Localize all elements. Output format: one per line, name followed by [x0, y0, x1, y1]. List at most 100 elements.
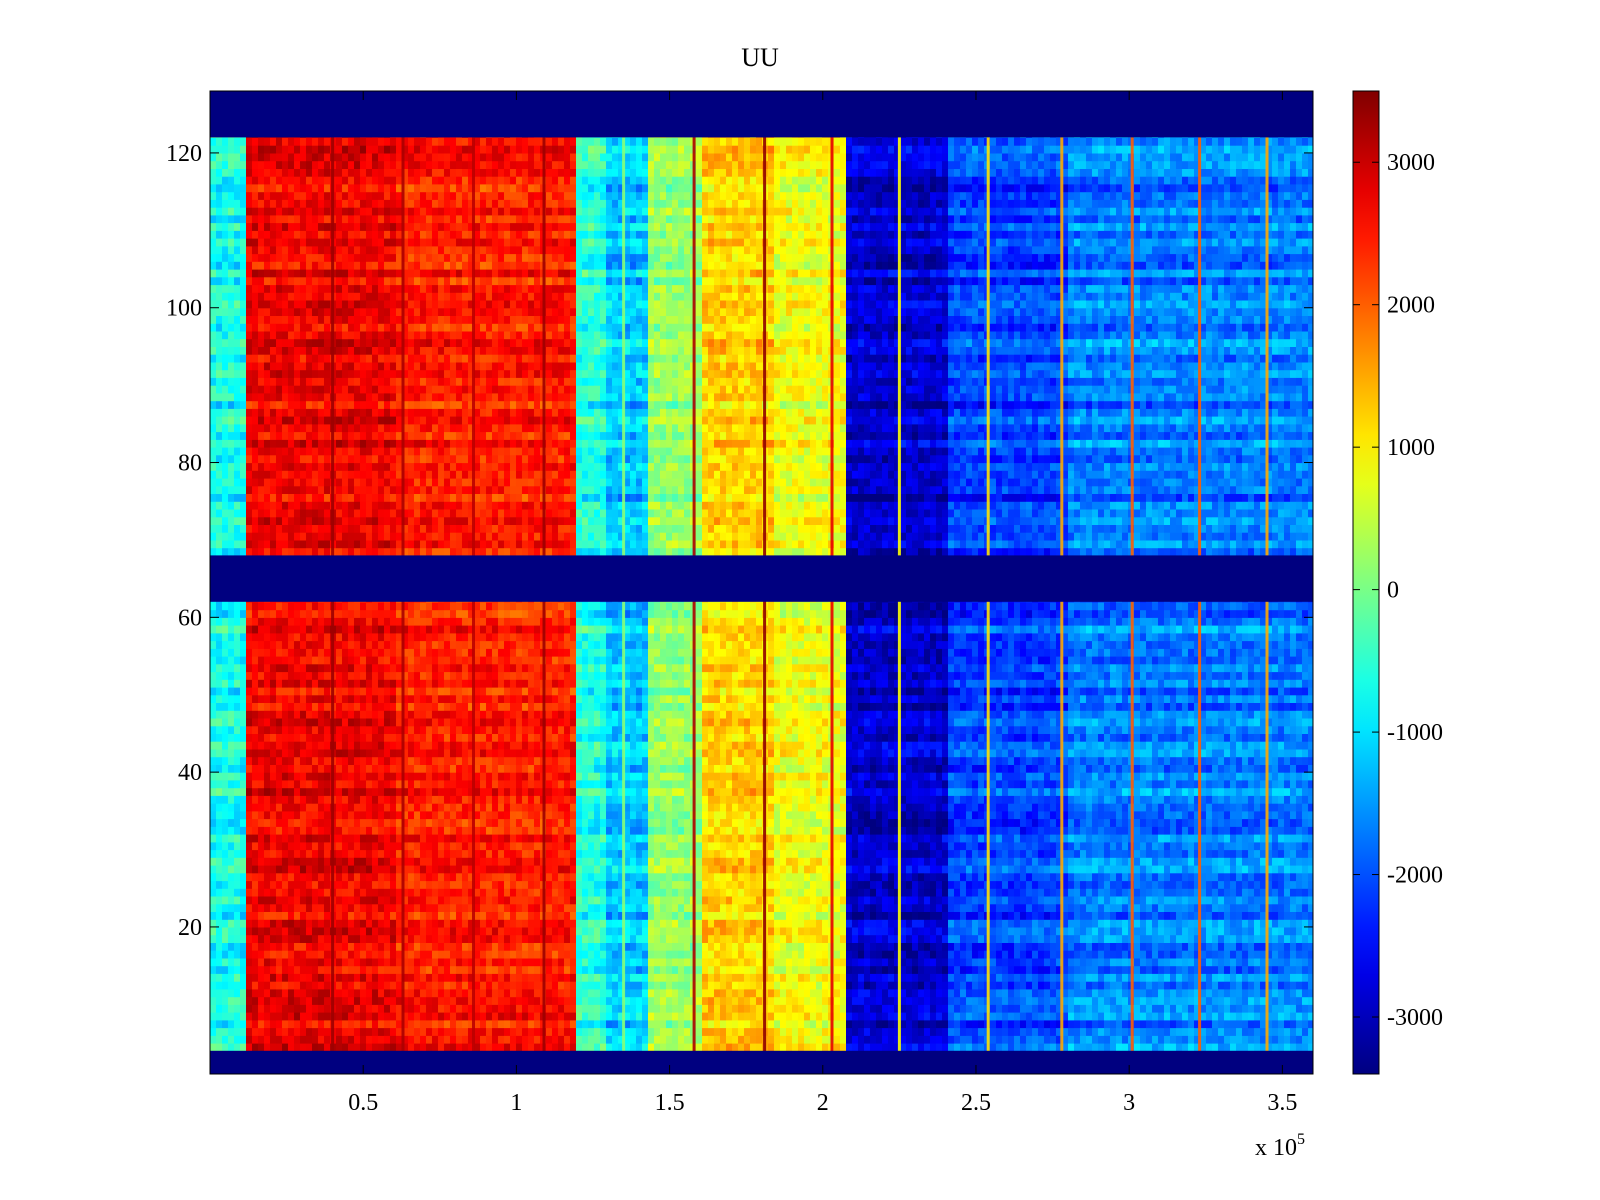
heatmap-cell	[432, 609, 439, 618]
heatmap-cell	[420, 888, 427, 897]
heatmap-cell	[306, 400, 313, 409]
heatmap-cell	[378, 865, 385, 874]
heatmap-cell	[264, 694, 271, 703]
heatmap-cell	[384, 911, 391, 920]
heatmap-cell	[306, 238, 313, 247]
heatmap-cell	[432, 1035, 439, 1044]
heatmap-cell	[246, 191, 253, 200]
heatmap-cell	[216, 292, 223, 301]
heatmap-cell	[288, 872, 295, 882]
heatmap-cell	[300, 718, 307, 727]
heatmap-cell	[366, 253, 373, 262]
heatmap-cell	[276, 145, 283, 154]
heatmap-cell	[276, 214, 283, 224]
heatmap-cell	[234, 145, 241, 154]
heatmap-cell	[258, 501, 265, 510]
heatmap-cell	[294, 756, 301, 765]
heatmap-cell	[252, 841, 259, 851]
heatmap-cell	[258, 764, 265, 773]
heatmap-cell	[378, 509, 385, 518]
heatmap-cell	[264, 988, 271, 998]
heatmap-cell	[378, 361, 385, 371]
heatmap-cell	[234, 872, 241, 882]
heatmap-cell	[252, 741, 259, 750]
heatmap-cell	[282, 385, 289, 394]
heatmap-cell	[306, 1043, 313, 1052]
heatmap-cell	[432, 996, 439, 1005]
heatmap-cell	[348, 478, 355, 487]
heatmap-cell	[342, 787, 349, 796]
heatmap-cell	[294, 625, 301, 634]
heatmap-cell	[342, 478, 349, 487]
heatmap-cell	[426, 400, 433, 409]
heatmap-cell	[360, 609, 367, 618]
heatmap-cell	[408, 485, 415, 494]
heatmap-cell	[264, 663, 271, 673]
heatmap-cell	[432, 625, 439, 634]
heatmap-cell	[396, 725, 403, 734]
heatmap-cell	[240, 176, 247, 185]
heatmap-cell	[222, 539, 229, 549]
heatmap-cell	[390, 679, 397, 688]
heatmap-cell	[414, 841, 421, 851]
heatmap-cell	[324, 865, 331, 874]
heatmap-cell	[390, 810, 397, 820]
heatmap-cell	[234, 539, 241, 549]
heatmap-cell	[216, 1043, 223, 1052]
heatmap-cell	[432, 957, 439, 967]
heatmap-cell	[210, 532, 217, 541]
heatmap-cell	[420, 493, 427, 502]
heatmap-cell	[336, 207, 343, 216]
heatmap-cell	[372, 447, 379, 456]
heatmap-cell	[294, 276, 301, 286]
heatmap-cell	[342, 230, 349, 239]
heatmap-cell	[318, 748, 325, 758]
heatmap-cell	[420, 934, 427, 943]
heatmap-cell	[408, 756, 415, 765]
heatmap-cell	[414, 284, 421, 293]
heatmap-cell	[348, 988, 355, 998]
heatmap-cell	[306, 834, 313, 843]
heatmap-cell	[426, 1035, 433, 1044]
heatmap-cell	[306, 957, 313, 967]
heatmap-cell	[396, 872, 403, 882]
heatmap-cell	[348, 385, 355, 394]
heatmap-cell	[306, 547, 313, 556]
heatmap-cell	[276, 632, 283, 642]
heatmap-cell	[378, 439, 385, 448]
heatmap-cell	[306, 926, 313, 936]
heatmap-cell	[324, 981, 331, 990]
heatmap-cell	[300, 988, 307, 998]
heatmap-cell	[264, 346, 271, 355]
heatmap-cell	[408, 315, 415, 324]
heatmap-cell	[306, 292, 313, 301]
heatmap-cell	[438, 470, 445, 479]
heatmap-cell	[288, 207, 295, 216]
heatmap-cell	[360, 741, 367, 750]
heatmap-cell	[378, 214, 385, 224]
heatmap-cell	[288, 509, 295, 518]
heatmap-cell	[210, 323, 217, 332]
heatmap-cell	[228, 501, 235, 510]
heatmap-cell	[342, 462, 349, 471]
heatmap-cell	[372, 1027, 379, 1036]
heatmap-cell	[228, 369, 235, 378]
heatmap-cell	[366, 687, 373, 696]
heatmap-cell	[210, 307, 217, 316]
heatmap-cell	[438, 269, 445, 278]
heatmap-cell	[372, 253, 379, 262]
heatmap-cell	[318, 400, 325, 409]
heatmap-cell	[378, 269, 385, 278]
heatmap-cell	[360, 478, 367, 487]
heatmap-cell	[408, 1027, 415, 1036]
heatmap-cell	[300, 942, 307, 951]
heatmap-cell	[360, 973, 367, 982]
heatmap-cell	[300, 656, 307, 665]
heatmap-cell	[264, 725, 271, 734]
heatmap-cell	[432, 361, 439, 371]
heatmap-cell	[360, 617, 367, 626]
heatmap-cell	[270, 532, 277, 541]
heatmap-cell	[378, 1035, 385, 1044]
heatmap-cell	[306, 617, 313, 626]
heatmap-cell	[228, 1004, 235, 1013]
